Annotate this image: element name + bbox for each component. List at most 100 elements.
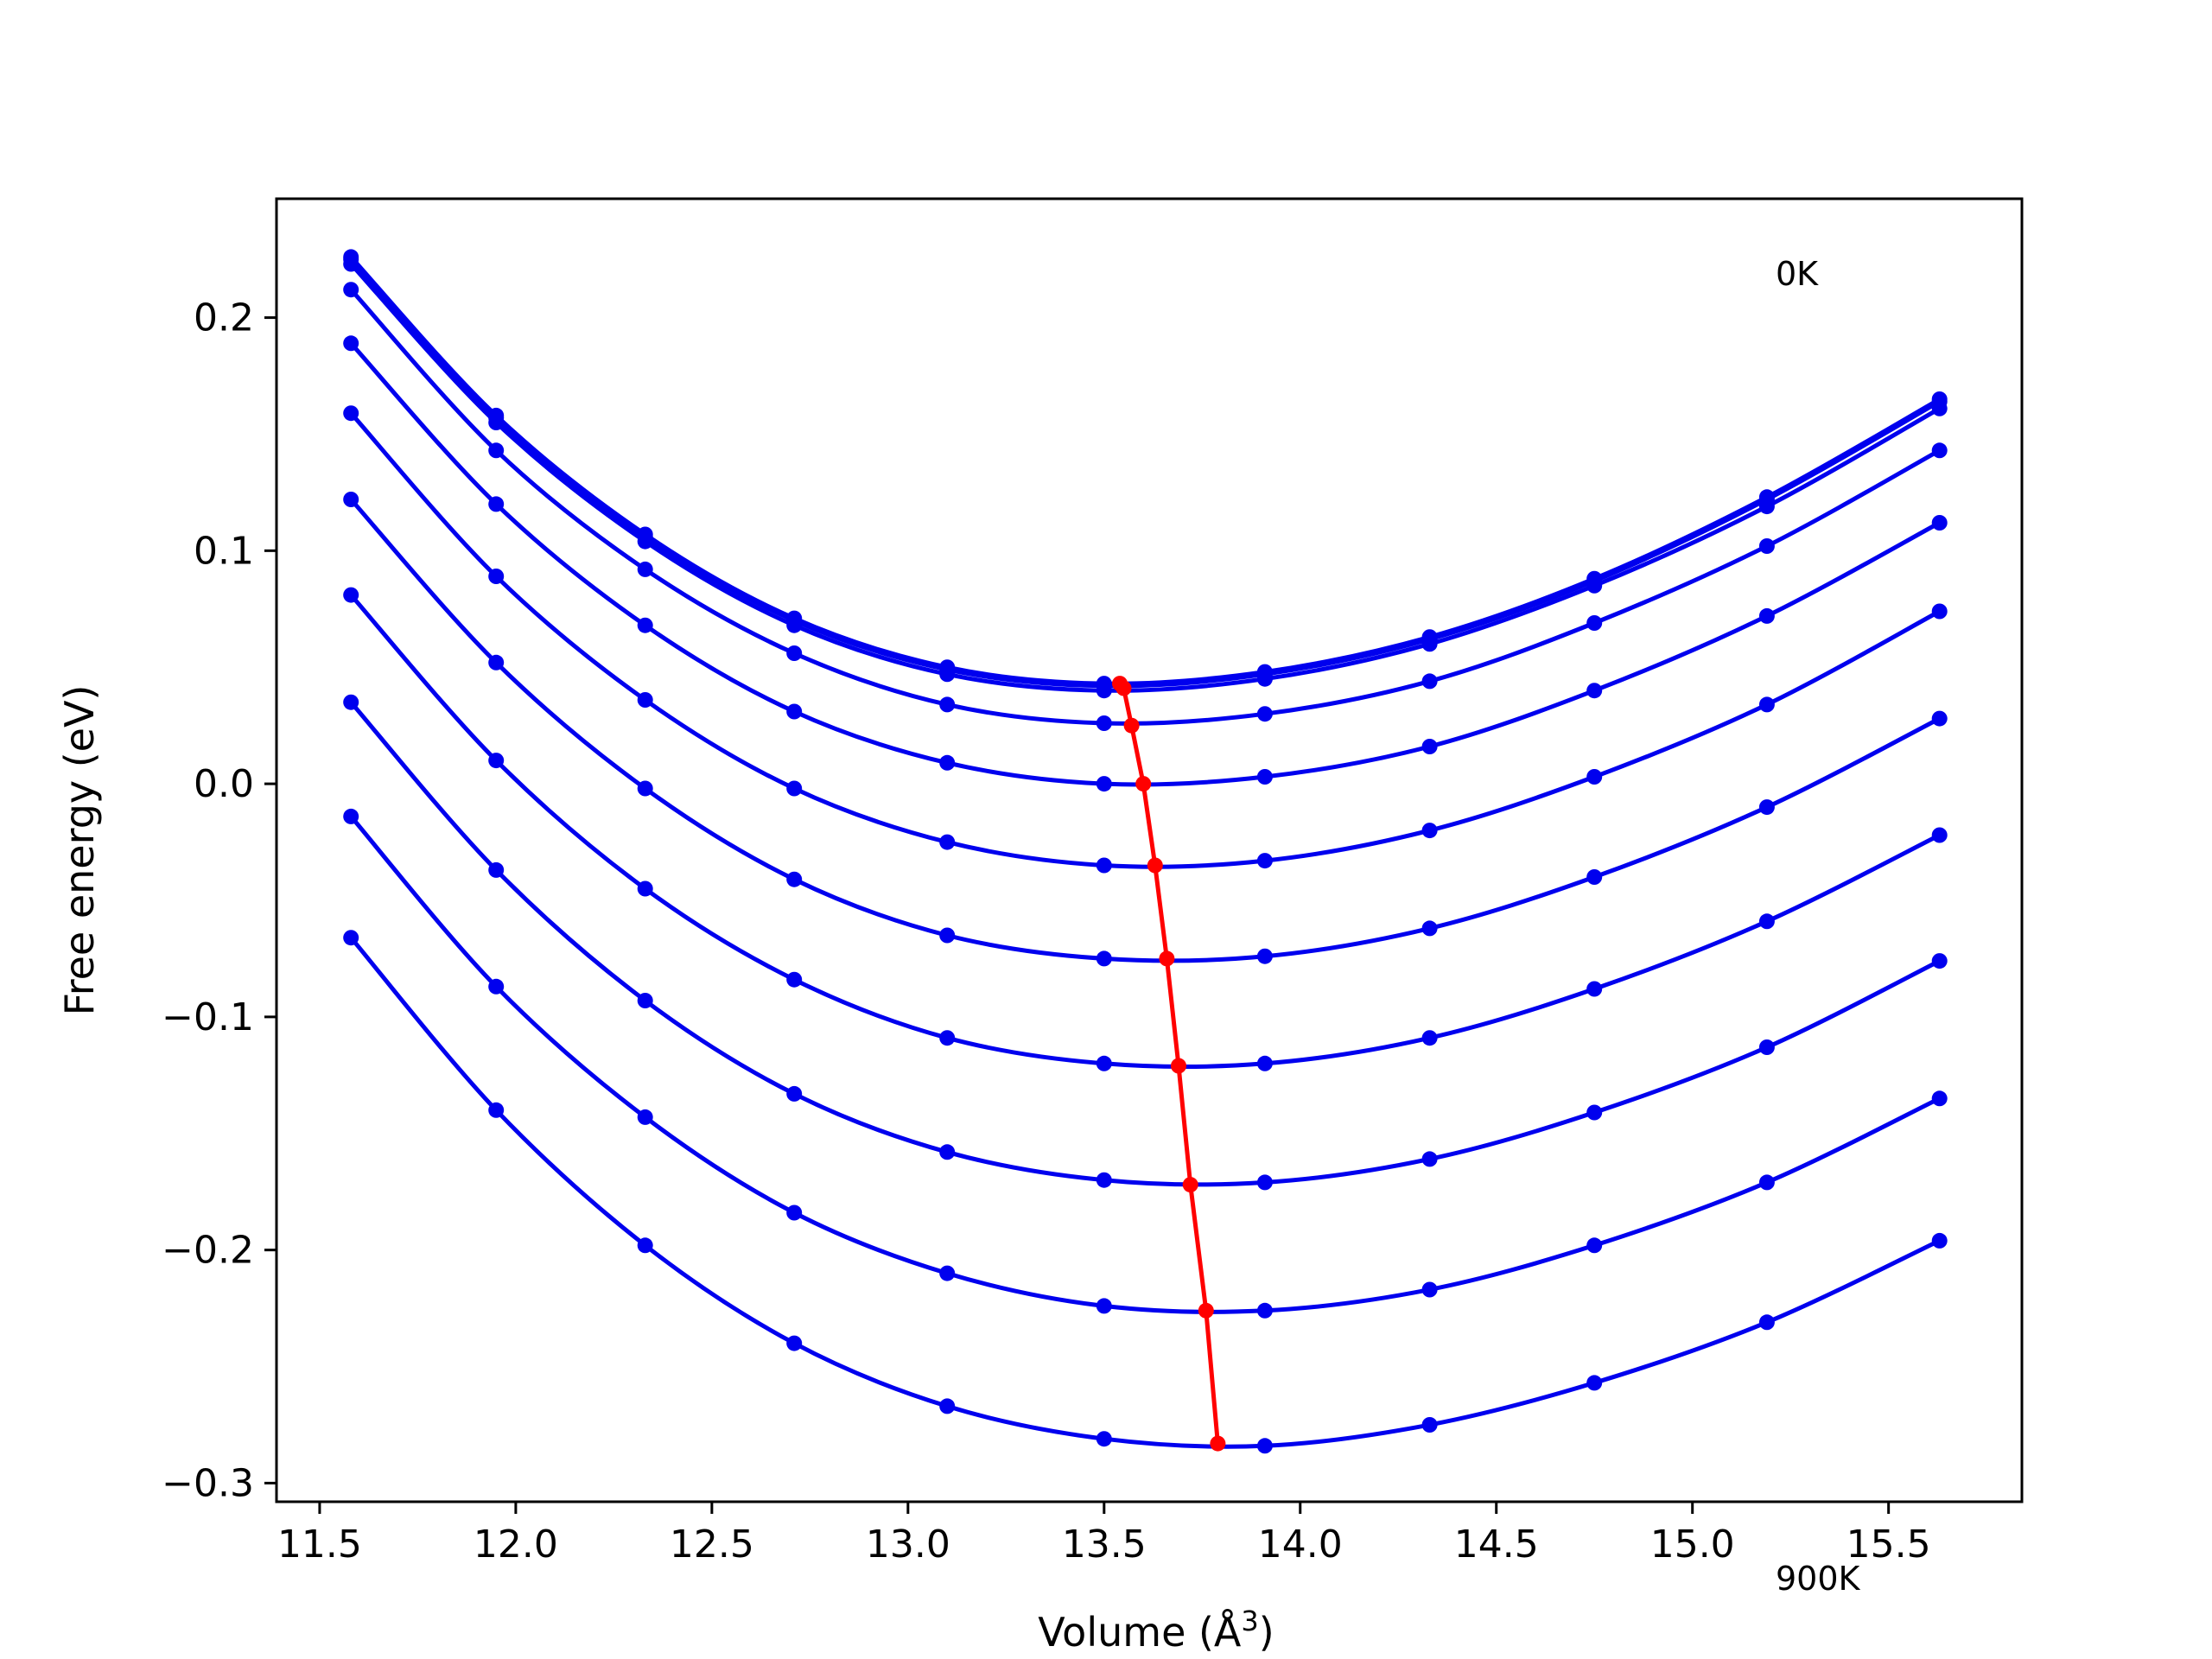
- minimum-line: [1118, 682, 1220, 1444]
- series-8-point-3: [786, 1085, 803, 1102]
- points-layer: [343, 249, 1948, 1454]
- series-7-point-6: [1256, 1055, 1273, 1071]
- y-tick-label-2: 0.0: [194, 762, 254, 806]
- series-6-point-1: [488, 654, 505, 671]
- minimum-line-layer: [1112, 676, 1226, 1452]
- plot-frame: [275, 197, 2024, 1503]
- series-line-0: [349, 255, 1941, 686]
- series-7-point-8: [1586, 981, 1603, 997]
- series-line-6: [349, 498, 1941, 963]
- series-7-point-7: [1421, 1030, 1438, 1046]
- series-4-point-7: [1421, 739, 1438, 754]
- series-3-point-2: [637, 561, 653, 577]
- series-7-point-1: [488, 753, 505, 769]
- series-7-point-4: [939, 1030, 956, 1046]
- series-4-point-4: [939, 754, 956, 771]
- series-10-point-1: [488, 1102, 505, 1118]
- y-tick-label-1: 0.1: [194, 529, 254, 573]
- series-4-point-10: [1931, 515, 1948, 531]
- y-axis-label: Free energy (eV): [56, 685, 103, 1016]
- y-tick-label-4: −0.2: [162, 1229, 254, 1273]
- series-3-point-7: [1421, 673, 1438, 690]
- series-6-point-4: [939, 927, 956, 944]
- minimum-point-8: [1198, 1302, 1214, 1319]
- series-3-point-5: [1096, 715, 1112, 731]
- series-5-point-3: [786, 780, 803, 797]
- series-2-point-0: [343, 256, 359, 272]
- x-axis-label: Volume (Å3): [1038, 1605, 1274, 1656]
- minimum-point-1: [1116, 680, 1132, 696]
- series-6-point-3: [786, 871, 803, 887]
- series-10-point-0: [343, 930, 359, 946]
- series-5-point-6: [1256, 853, 1273, 869]
- series-9-point-0: [343, 808, 359, 824]
- series-5-point-0: [343, 405, 359, 422]
- series-8-point-5: [1096, 1172, 1112, 1188]
- series-2-point-8: [1586, 577, 1603, 594]
- minimum-point-3: [1135, 776, 1152, 792]
- series-10-point-7: [1421, 1417, 1438, 1433]
- series-line-7: [349, 593, 1941, 1070]
- series-2-point-7: [1421, 636, 1438, 652]
- series-6-point-8: [1586, 869, 1603, 885]
- x-tick-label-5: 14.0: [1258, 1522, 1343, 1567]
- series-10-point-4: [939, 1398, 956, 1414]
- curves-layer: [349, 255, 1941, 1449]
- series-3-point-3: [786, 645, 803, 661]
- series-8-point-6: [1256, 1174, 1273, 1191]
- series-5-point-10: [1931, 603, 1948, 620]
- series-4-point-0: [343, 335, 359, 352]
- series-6-point-9: [1758, 799, 1775, 816]
- series-7-point-3: [786, 971, 803, 988]
- series-9-point-3: [786, 1205, 803, 1221]
- series-5-point-1: [488, 569, 505, 584]
- series-3-point-6: [1256, 706, 1273, 722]
- series-5-point-2: [637, 692, 653, 708]
- series-2-point-3: [786, 617, 803, 633]
- minimum-point-2: [1123, 717, 1140, 734]
- series-4-point-1: [488, 496, 505, 512]
- series-6-point-0: [343, 492, 359, 507]
- series-8-point-8: [1586, 1104, 1603, 1121]
- series-2-point-2: [637, 533, 653, 550]
- series-9-point-5: [1096, 1298, 1112, 1314]
- minimum-point-4: [1147, 857, 1163, 874]
- x-axis-label-superscript: 3: [1241, 1605, 1258, 1637]
- series-9-point-7: [1421, 1281, 1438, 1298]
- series-6-point-5: [1096, 950, 1112, 967]
- series-5-point-7: [1421, 823, 1438, 839]
- series-8-point-4: [939, 1144, 956, 1160]
- series-7-point-0: [343, 587, 359, 603]
- series-2-point-6: [1256, 671, 1273, 687]
- series-10-point-10: [1931, 1232, 1948, 1249]
- series-10-point-5: [1096, 1431, 1112, 1447]
- minimum-point-9: [1210, 1435, 1226, 1452]
- x-tick-label-0: 11.5: [277, 1522, 362, 1567]
- series-7-point-9: [1758, 913, 1775, 930]
- minimum-point-6: [1171, 1058, 1186, 1074]
- series-8-point-7: [1421, 1151, 1438, 1167]
- x-tick-label-3: 13.0: [866, 1522, 950, 1567]
- series-2-point-10: [1931, 400, 1948, 416]
- series-9-point-4: [939, 1265, 956, 1281]
- series-4-point-8: [1586, 683, 1603, 699]
- series-line-4: [349, 341, 1941, 787]
- series-6-point-10: [1931, 710, 1948, 727]
- series-4-point-3: [786, 703, 803, 720]
- series-10-point-6: [1256, 1438, 1273, 1454]
- series-10-point-3: [786, 1335, 803, 1351]
- y-tick-label-0: 0.2: [194, 296, 254, 340]
- series-4-point-6: [1256, 769, 1273, 785]
- series-6-point-6: [1256, 948, 1273, 964]
- series-9-point-10: [1931, 1090, 1948, 1107]
- series-5-point-5: [1096, 857, 1112, 874]
- series-9-point-9: [1758, 1174, 1775, 1191]
- x-axis: 11.5 12.0 12.5 13.0 13.5 14.0 14.5 15.0 15.5: [277, 1502, 1931, 1567]
- x-tick-label-1: 12.0: [474, 1522, 558, 1567]
- minimum-point-5: [1159, 950, 1175, 967]
- series-9-point-6: [1256, 1302, 1273, 1319]
- series-3-point-0: [343, 282, 359, 298]
- x-tick-label-7: 15.0: [1650, 1522, 1735, 1567]
- minimum-point-7: [1182, 1177, 1198, 1193]
